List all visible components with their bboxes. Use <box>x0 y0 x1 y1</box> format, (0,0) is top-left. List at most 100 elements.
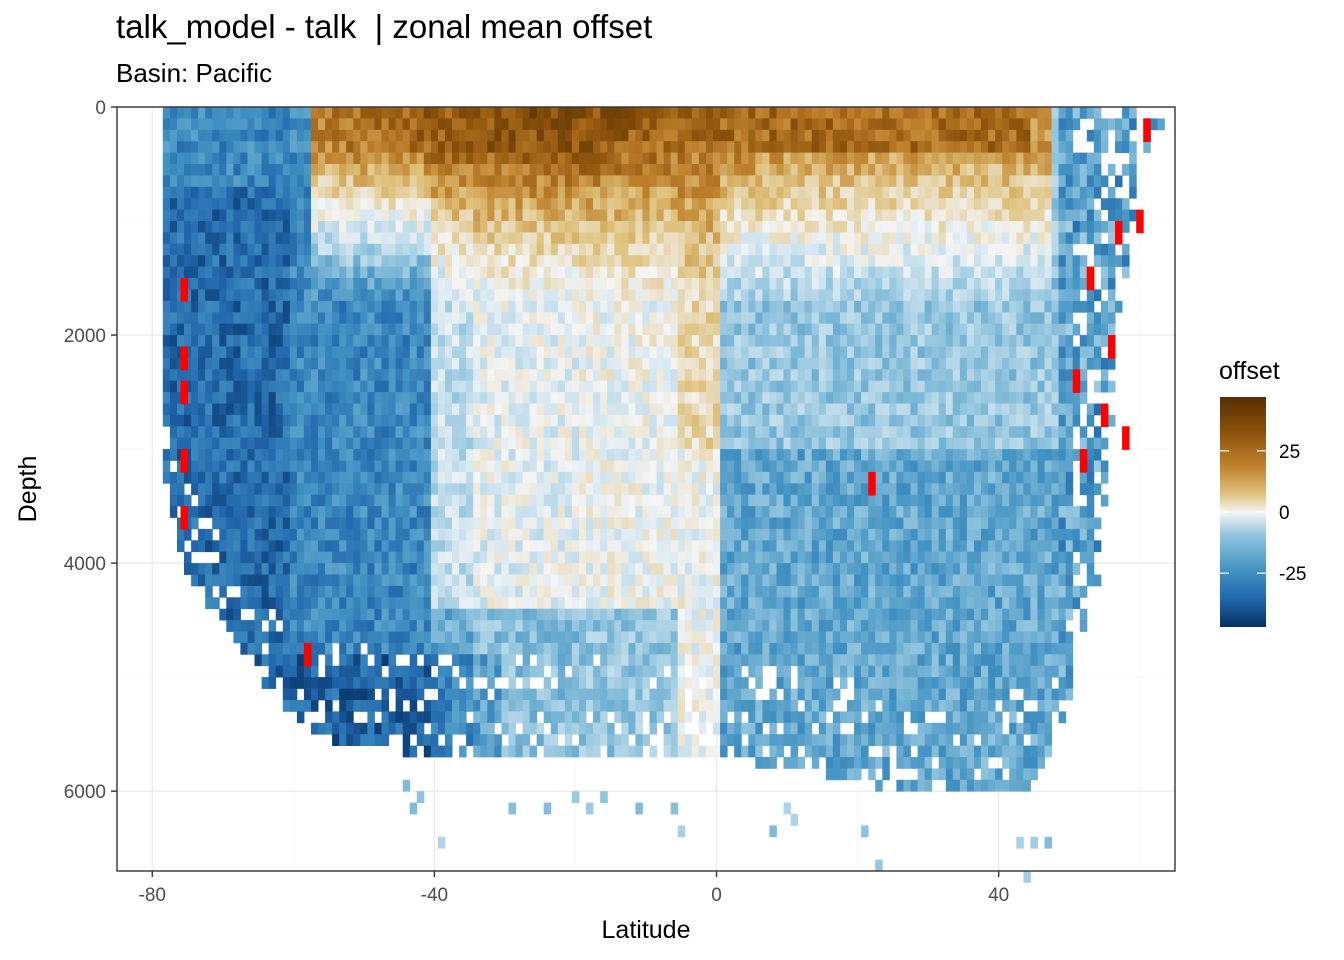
heatmap-cell <box>445 300 453 313</box>
heatmap-cell <box>670 426 679 439</box>
heatmap-cell <box>691 677 700 689</box>
heatmap-cell <box>550 585 559 598</box>
heatmap-cell <box>325 574 333 587</box>
heatmap-cell <box>501 289 509 302</box>
heatmap-cell <box>198 574 206 587</box>
heatmap-cell <box>776 221 784 233</box>
heatmap-cell <box>621 186 629 199</box>
heatmap-cell <box>423 460 432 473</box>
heatmap-cell <box>783 118 791 131</box>
heatmap-cell <box>600 585 608 598</box>
heatmap-cell <box>656 414 665 427</box>
heatmap-cell <box>311 506 319 518</box>
heatmap-cell <box>494 141 502 153</box>
heatmap-cell <box>459 608 467 621</box>
heatmap-cell <box>536 597 545 610</box>
heatmap-cell <box>755 278 763 290</box>
heatmap-cell <box>755 209 763 222</box>
heatmap-cell <box>247 471 255 484</box>
heatmap-cell <box>452 449 460 461</box>
heatmap-cell <box>311 665 319 678</box>
heatmap-cell <box>388 403 397 416</box>
heatmap-cell <box>177 266 185 279</box>
heatmap-cell <box>409 471 418 484</box>
heatmap-cell <box>325 620 333 632</box>
heatmap-cell <box>367 528 375 541</box>
heatmap-cell <box>268 107 277 119</box>
heatmap-cell <box>332 232 340 245</box>
heatmap-cell <box>508 369 516 382</box>
heatmap-cell <box>184 437 192 450</box>
heatmap-cell <box>811 346 820 359</box>
heatmap-cell <box>621 563 629 575</box>
heatmap-cell <box>437 563 446 575</box>
heatmap-cell <box>586 152 594 165</box>
heatmap-cell <box>346 437 354 450</box>
heatmap-cell <box>430 631 439 644</box>
heatmap-cell <box>628 608 636 621</box>
heatmap-cell <box>311 357 319 370</box>
heatmap-cell <box>247 494 255 507</box>
heatmap-cell <box>508 665 516 678</box>
heatmap-cell <box>734 312 742 325</box>
heatmap-cell <box>522 734 531 746</box>
heatmap-cell <box>628 221 636 233</box>
heatmap-cell <box>804 175 813 188</box>
heatmap-cell <box>430 597 439 610</box>
heatmap-cell <box>579 232 587 245</box>
heatmap-cell <box>804 745 813 758</box>
heatmap-cell <box>755 232 763 245</box>
heatmap-cell <box>430 608 439 621</box>
heatmap-cell <box>198 335 206 347</box>
heatmap-cell <box>783 209 791 222</box>
heatmap-cell <box>169 494 178 507</box>
heatmap-cell <box>642 198 650 210</box>
heatmap-cell <box>311 221 319 233</box>
heatmap-cell <box>226 300 234 313</box>
heatmap-cell <box>198 232 206 245</box>
heatmap-cell <box>247 335 255 347</box>
heatmap-cell <box>579 688 587 701</box>
heatmap-cell <box>564 164 573 176</box>
heatmap-cell <box>670 198 679 210</box>
heatmap-cell <box>508 608 516 621</box>
heatmap-cell <box>332 631 340 644</box>
heatmap-cell <box>748 528 756 541</box>
heatmap-cell <box>452 700 460 712</box>
heatmap-cell <box>353 631 361 644</box>
heatmap-cell <box>790 129 799 142</box>
heatmap-cell <box>282 198 291 210</box>
heatmap-cell <box>240 392 248 404</box>
heatmap-cell <box>642 255 650 267</box>
heatmap-cell <box>268 392 277 404</box>
heatmap-cell <box>325 414 333 427</box>
heatmap-cell <box>797 449 806 461</box>
heatmap-cell <box>296 631 305 644</box>
heatmap-cell <box>268 414 277 427</box>
heatmap-cell <box>325 266 333 279</box>
heatmap-cell <box>713 608 721 621</box>
heatmap-cell <box>240 403 248 416</box>
heatmap-cell <box>430 642 439 655</box>
heatmap-cell <box>247 118 255 131</box>
heatmap-cell <box>727 506 735 518</box>
heatmap-cell <box>169 323 178 336</box>
heatmap-cell <box>430 289 439 302</box>
heatmap-cell <box>282 369 291 382</box>
heatmap-cell <box>289 323 298 336</box>
heatmap-cell <box>734 243 742 256</box>
heatmap-cell <box>557 243 566 256</box>
heatmap-cell <box>748 300 756 313</box>
heatmap-cell <box>205 107 213 119</box>
heatmap-cell <box>212 141 220 153</box>
heatmap-cell <box>621 255 629 267</box>
heatmap-cell <box>769 688 777 701</box>
heatmap-cell <box>677 608 686 621</box>
heatmap-cell <box>409 335 418 347</box>
heatmap-cell <box>663 323 672 336</box>
heatmap-cell <box>416 255 425 267</box>
heatmap-cell <box>621 711 629 724</box>
heatmap-cell <box>522 380 531 393</box>
heatmap-cell <box>783 266 791 279</box>
heatmap-cell <box>727 688 735 701</box>
